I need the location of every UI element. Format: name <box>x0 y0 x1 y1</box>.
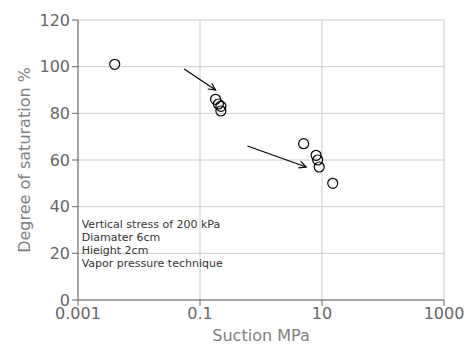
svg-text:0.001: 0.001 <box>55 304 101 324</box>
svg-text:10: 10 <box>312 304 332 323</box>
svg-text:Suction MPa: Suction MPa <box>212 326 309 345</box>
svg-text:40: 40 <box>50 197 70 216</box>
svg-text:0.1: 0.1 <box>187 304 212 323</box>
svg-text:Vertical stress of 200 kPaDiam: Vertical stress of 200 kPaDiamater 6cmHi… <box>82 218 223 270</box>
svg-text:20: 20 <box>50 244 70 263</box>
svg-text:Degree of saturation %: Degree of saturation % <box>15 67 34 253</box>
svg-text:0: 0 <box>60 291 70 310</box>
svg-text:1000: 1000 <box>424 304 465 323</box>
svg-text:120: 120 <box>39 11 70 30</box>
svg-text:60: 60 <box>50 151 70 170</box>
svg-text:100: 100 <box>39 57 70 76</box>
svg-text:80: 80 <box>50 104 70 123</box>
